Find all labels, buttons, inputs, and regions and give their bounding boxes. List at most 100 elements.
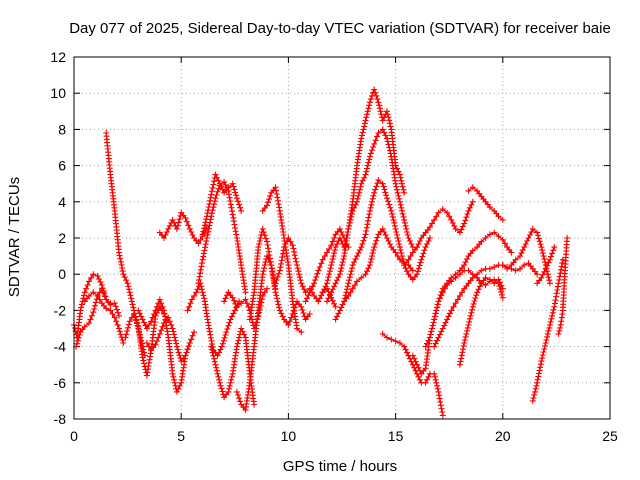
data-point: [128, 295, 135, 302]
data-point: [214, 188, 221, 195]
data-point: [379, 330, 386, 337]
data-point: [158, 300, 165, 307]
data-point: [84, 282, 91, 289]
data-point: [406, 238, 413, 244]
data-point: [393, 183, 400, 190]
data-point: [367, 259, 374, 266]
data-point: [261, 262, 268, 269]
data-point: [78, 304, 85, 311]
data-point: [74, 337, 81, 344]
data-point: [364, 108, 371, 115]
data-point: [218, 343, 225, 350]
data-point: [274, 273, 281, 280]
data-point: [434, 337, 441, 344]
data-point: [199, 256, 206, 263]
data-point: [165, 314, 172, 321]
data-point: [264, 202, 270, 209]
data-point: [251, 401, 258, 408]
data-point: [170, 328, 177, 335]
series-arc-29: [465, 184, 506, 223]
data-point: [272, 289, 279, 296]
data-point: [130, 304, 137, 311]
y-tick-label: 0: [58, 266, 66, 282]
data-point: [265, 248, 272, 255]
data-point: [544, 262, 551, 269]
data-point: [386, 117, 393, 124]
data-point: [434, 304, 441, 311]
data-point: [430, 319, 437, 326]
data-point: [533, 382, 540, 389]
data-point: [437, 398, 444, 405]
data-point: [491, 280, 498, 287]
data-point: [111, 314, 118, 321]
data-point: [361, 174, 368, 181]
data-point: [452, 271, 459, 278]
data-point: [219, 388, 226, 395]
y-tick-label: 10: [50, 85, 66, 101]
data-point: [275, 270, 282, 277]
data-point: [214, 370, 221, 377]
data-point: [465, 267, 472, 274]
data-point: [389, 213, 396, 220]
data-point: [295, 268, 302, 275]
data-point: [116, 252, 123, 259]
data-point: [425, 373, 432, 380]
data-point: [463, 214, 470, 221]
data-point: [482, 235, 489, 241]
data-point: [170, 373, 177, 380]
data-point: [92, 299, 99, 306]
data-point: [534, 271, 541, 278]
data-point: [356, 189, 363, 196]
data-point: [261, 265, 268, 272]
data-point: [212, 195, 219, 202]
data-point: [215, 177, 222, 184]
data-point: [445, 313, 452, 320]
data-point: [288, 314, 295, 321]
data-point: [134, 320, 141, 327]
data-point: [421, 247, 428, 254]
data-point: [200, 292, 207, 299]
data-point: [354, 198, 360, 205]
data-point: [173, 225, 180, 232]
data-point: [496, 279, 503, 286]
data-point: [431, 343, 438, 350]
data-point: [549, 312, 556, 319]
data-point: [118, 261, 125, 268]
data-point: [319, 289, 326, 296]
data-point: [366, 262, 373, 269]
data-point: [360, 126, 367, 133]
data-point: [231, 297, 238, 304]
y-tick-label: -2: [54, 302, 67, 318]
data-point: [420, 250, 427, 257]
data-point: [94, 273, 101, 279]
data-point: [402, 346, 409, 353]
data-point: [370, 192, 377, 199]
data-point: [135, 307, 142, 314]
data-point: [547, 321, 553, 328]
data-point: [227, 316, 234, 323]
data-point: [331, 235, 338, 241]
data-point: [372, 240, 379, 247]
data-point: [237, 204, 244, 211]
data-point: [362, 171, 369, 178]
data-point: [232, 300, 239, 307]
data-point: [416, 262, 423, 269]
y-tick-label: 6: [58, 158, 66, 174]
data-point: [222, 181, 229, 188]
data-point: [124, 280, 131, 287]
data-point: [439, 409, 446, 415]
x-tick-label: 15: [388, 428, 404, 444]
data-point: [373, 183, 380, 190]
data-point: [465, 187, 472, 194]
data-point: [409, 267, 416, 274]
data-point: [171, 331, 178, 338]
data-point: [183, 349, 190, 356]
data-point: [222, 332, 229, 338]
data-point: [239, 328, 246, 335]
data-point: [131, 311, 137, 317]
data-point: [469, 274, 476, 281]
data-point: [339, 259, 346, 266]
data-point: [257, 235, 264, 241]
data-point: [369, 253, 375, 260]
data-point: [347, 271, 354, 278]
